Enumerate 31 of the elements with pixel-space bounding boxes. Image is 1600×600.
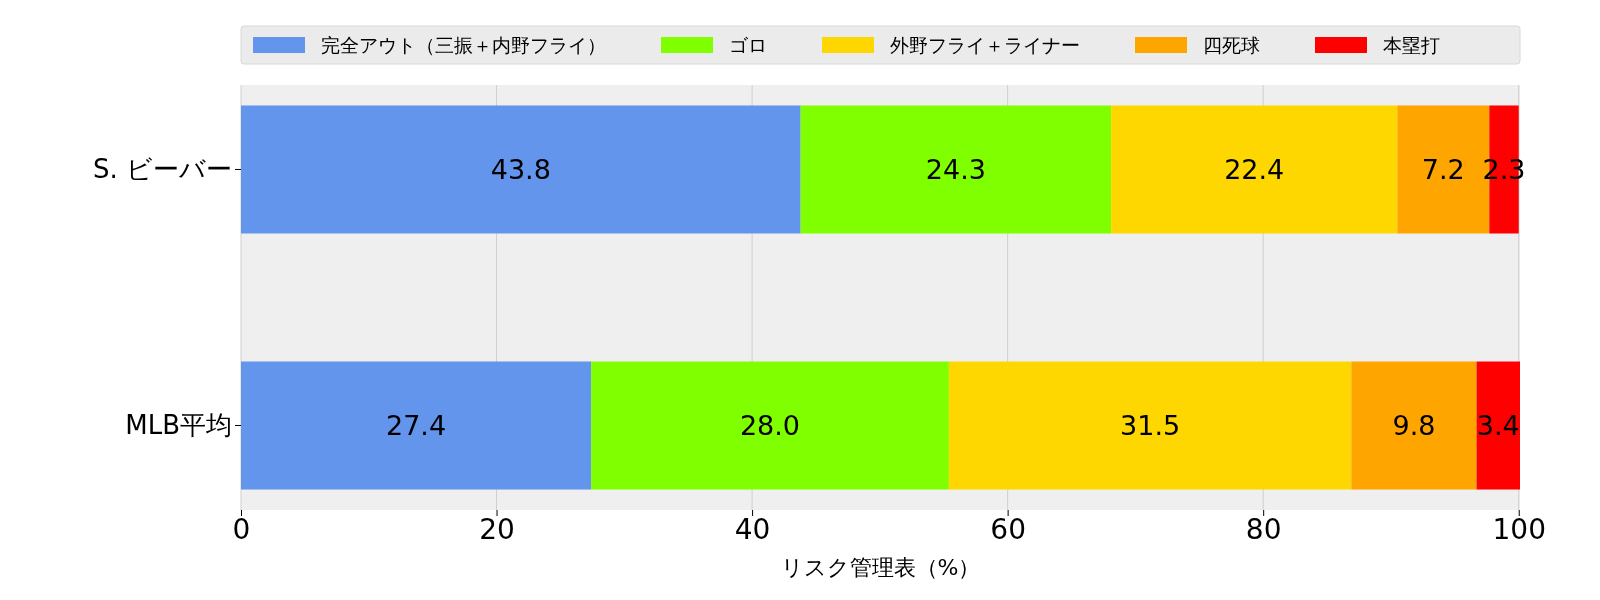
bar xyxy=(948,361,1352,490)
legend-label: 完全アウト（三振＋内野フライ） xyxy=(321,33,606,56)
bar xyxy=(591,361,949,490)
y-tick-label: MLB平均 xyxy=(125,409,232,440)
bar xyxy=(1351,361,1477,490)
bar xyxy=(241,361,592,490)
text: 28.0 xyxy=(739,409,801,441)
legend-label: 本塁打 xyxy=(1383,33,1440,56)
text: 31.5 xyxy=(1120,409,1181,441)
text: 24.3 xyxy=(925,153,986,185)
bar xyxy=(1111,105,1398,234)
x-tick-label: 60 xyxy=(990,512,1026,546)
x-tick-label: 20 xyxy=(479,512,515,546)
y-tick-label: S. ビーバー xyxy=(92,153,232,184)
text: 3.4 xyxy=(1476,409,1520,441)
text: 22.4 xyxy=(1224,153,1285,185)
text: 27.4 xyxy=(385,409,447,441)
x-tick-label: 100 xyxy=(1492,512,1546,546)
x-tick-label: 80 xyxy=(1245,512,1282,546)
legend-label: ゴロ xyxy=(729,33,767,56)
legend-label: 四死球 xyxy=(1203,33,1260,56)
text: 9.8 xyxy=(1392,409,1436,441)
bar xyxy=(241,105,801,234)
x-tick-label: 0 xyxy=(232,512,251,546)
text: 43.8 xyxy=(490,153,551,185)
bar xyxy=(1476,361,1520,490)
x-axis-title: リスク管理表（%） xyxy=(780,555,981,580)
legend-label: 外野フライ＋ライナー xyxy=(890,33,1080,56)
text: 7.2 xyxy=(1421,153,1465,185)
bar xyxy=(800,105,1112,234)
x-tick-label: 40 xyxy=(734,512,771,546)
